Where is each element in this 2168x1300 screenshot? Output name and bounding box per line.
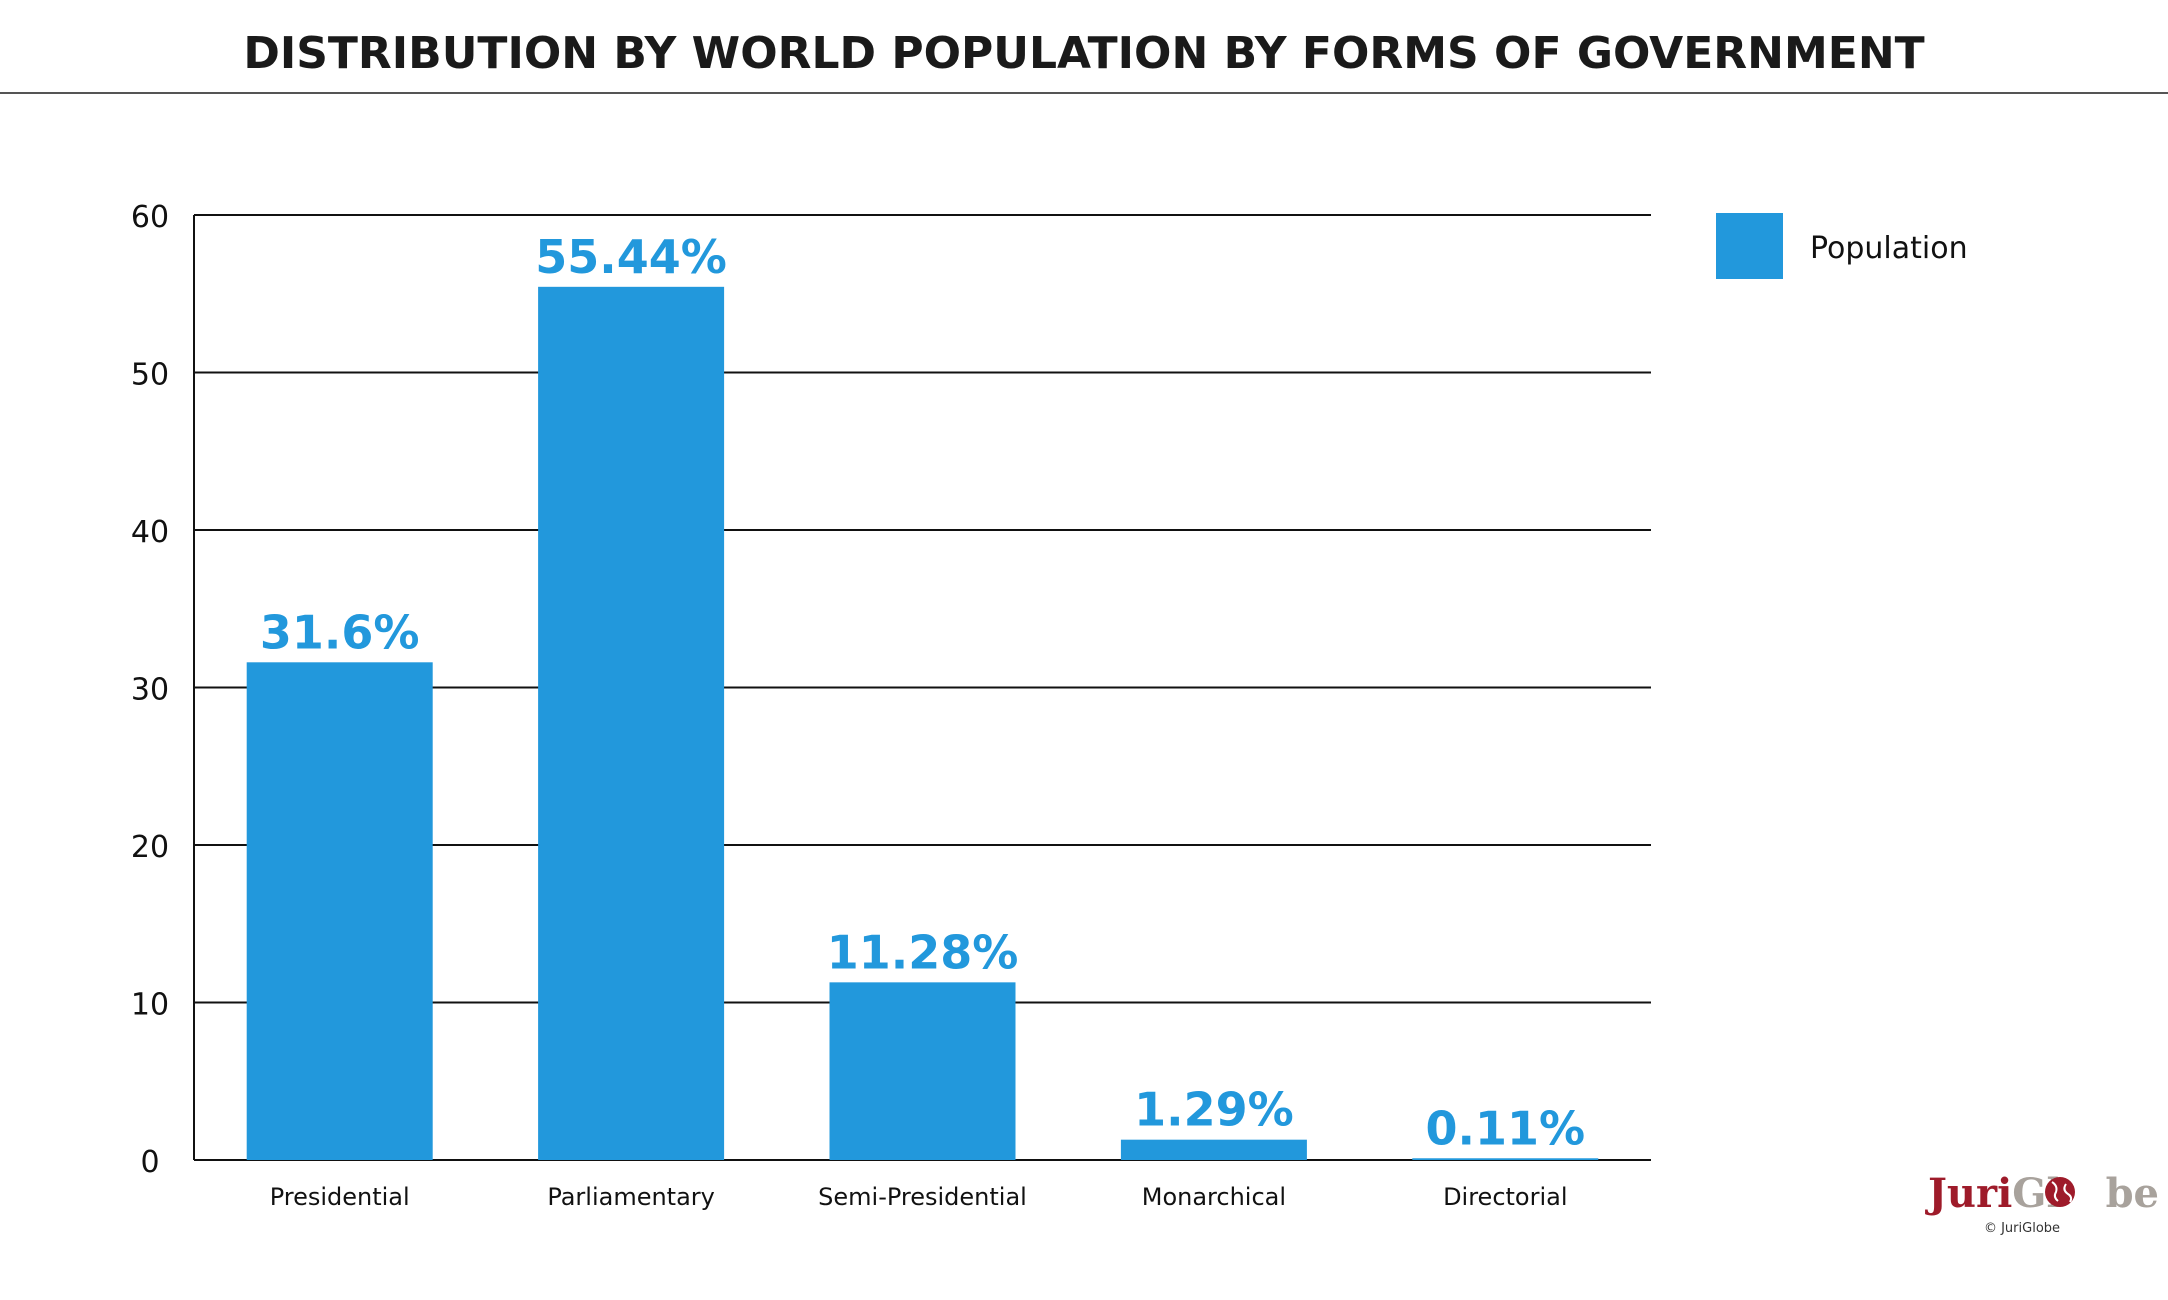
juriglobe-logo: JuriGl be © JuriGlobe — [1925, 1170, 2159, 1236]
x-axis-categories: Presidential Parliamentary Semi-Presidenti… — [270, 1183, 1568, 1211]
y-tick-label: 50 — [131, 358, 169, 393]
chart-title: DISTRIBUTION BY WORLD POPULATION BY FORM… — [243, 28, 1924, 79]
bar-directorial — [1412, 1158, 1599, 1160]
bar-parliamentary — [538, 286, 725, 1160]
y-tick-label: 20 — [131, 830, 169, 865]
y-tick-label: 40 — [131, 515, 169, 550]
x-category-label: Monarchical — [1142, 1183, 1286, 1211]
y-tick-label: 60 — [131, 200, 169, 235]
bars — [246, 286, 1599, 1160]
legend: Population — [1716, 213, 1968, 279]
bar-semi-presidential — [829, 982, 1016, 1160]
logo-juri: Juri — [1925, 1170, 2012, 1217]
globe-icon — [2045, 1177, 2075, 1207]
x-category-label: Parliamentary — [547, 1183, 715, 1211]
logo-text: JuriGl be — [1925, 1170, 2159, 1217]
logo-be: be — [2106, 1170, 2159, 1217]
bar-monarchical — [1120, 1139, 1307, 1160]
value-label: 55.44% — [535, 230, 727, 284]
y-tick-label: 30 — [131, 673, 169, 708]
value-label: 11.28% — [827, 925, 1019, 979]
value-label: 0.11% — [1426, 1101, 1586, 1155]
y-tick-label: 10 — [131, 988, 169, 1023]
x-category-label: Semi-Presidential — [818, 1183, 1027, 1211]
bar-presidential — [246, 662, 433, 1160]
legend-swatch — [1716, 213, 1783, 279]
copyright-notice: © JuriGlobe — [1984, 1221, 2060, 1236]
value-labels: 31.6% 55.44% 11.28% 1.29% 0.11% — [260, 230, 1585, 1155]
x-category-label: Presidential — [270, 1183, 410, 1211]
y-axis-ticks: 0 10 20 30 40 50 60 — [131, 200, 169, 1180]
value-label: 31.6% — [260, 605, 420, 659]
legend-label: Population — [1810, 231, 1968, 266]
x-category-label: Directorial — [1443, 1183, 1567, 1211]
y-tick-label: 0 — [140, 1145, 159, 1180]
value-label: 1.29% — [1134, 1083, 1294, 1137]
